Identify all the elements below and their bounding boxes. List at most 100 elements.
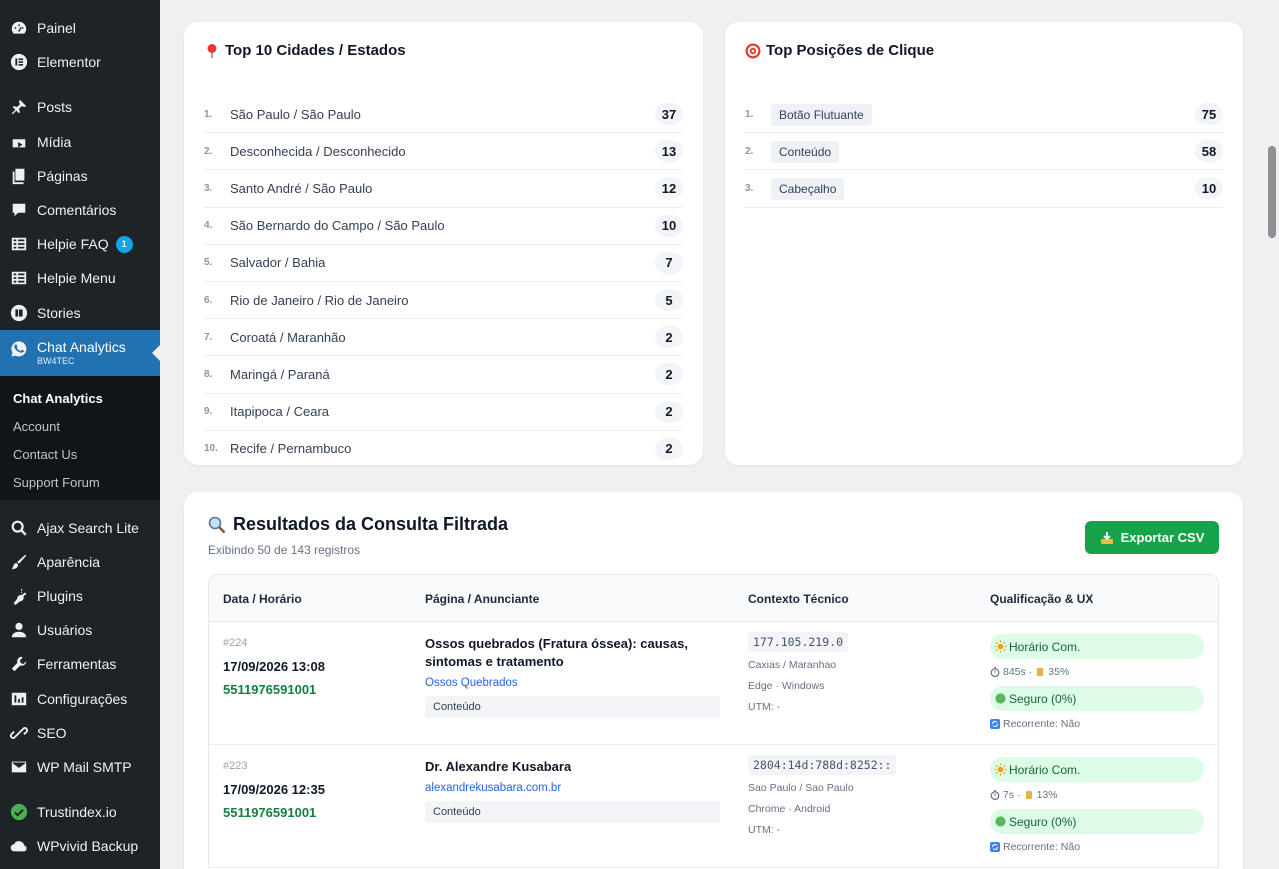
menu-item-usuarios[interactable]: Usuários — [0, 613, 160, 647]
position-tag: Cabeçalho — [771, 177, 845, 200]
column-header[interactable]: Página / Anunciante — [425, 592, 540, 606]
menu-item-ferramentas[interactable]: Ferramentas — [0, 647, 160, 681]
menu-item-painel[interactable]: Painel — [0, 11, 160, 45]
repeat-icon — [990, 842, 1000, 852]
menu-label: Helpie Menu — [37, 270, 116, 286]
menu-item-wp-mail-smtp[interactable]: WP Mail SMTP — [0, 750, 160, 784]
rank-number: 3. — [204, 182, 213, 194]
check-circle-icon — [9, 802, 29, 822]
city-label: Coroatá / Maranhão — [230, 329, 346, 345]
record-date: 17/09/2026 12:35 — [223, 782, 325, 797]
menu-item-elementor[interactable]: Elementor — [0, 45, 160, 79]
menu-icon — [9, 268, 29, 288]
position-tag: Conteúdo — [425, 801, 720, 823]
column-header[interactable]: Data / Horário — [223, 592, 302, 606]
menu-item-paginas[interactable]: Páginas — [0, 159, 160, 193]
menu-item-chat-analytics[interactable]: Chat Analytics BW4TEC — [0, 330, 160, 376]
menu-label: Usuários — [37, 622, 93, 638]
utm-text: UTM: - — [748, 701, 781, 713]
cities-list: 1. São Paulo / São Paulo 37 2. Desconhecida… — [204, 96, 683, 468]
menu-item-posts[interactable]: Posts — [0, 90, 160, 124]
table-header: Data / Horário Página / Anunciante Conte… — [209, 575, 1218, 622]
menu-item-plugins[interactable]: Plugins — [0, 579, 160, 613]
recurring-status: Recorrente: Não — [990, 718, 1204, 730]
seo-icon — [9, 723, 29, 743]
rank-number: 4. — [204, 220, 213, 232]
menu-label: WPvivid Backup — [37, 838, 139, 854]
menu-item-trustindex[interactable]: Trustindex.io — [0, 795, 160, 829]
count-badge: 5 — [655, 289, 683, 312]
settings-icon — [9, 689, 29, 709]
menu-item-helpie-faq[interactable]: Helpie FAQ 1 — [0, 227, 160, 261]
rank-number: 6. — [204, 294, 213, 306]
plugin-icon — [9, 586, 29, 606]
menu-item-wpvivid[interactable]: WPvivid Backup — [0, 829, 160, 863]
safety-badge: Seguro (0%) — [990, 809, 1204, 834]
menu-item-stories[interactable]: Stories — [0, 296, 160, 330]
menu-item-ajax-search[interactable]: Ajax Search Lite — [0, 511, 160, 545]
search-icon — [9, 518, 29, 538]
submenu: Chat Analytics Account Contact Us Suppor… — [0, 376, 160, 500]
page-link[interactable]: Ossos Quebrados — [425, 677, 518, 689]
target-icon — [745, 43, 761, 58]
menu-label: Mídia — [37, 134, 72, 150]
menu-label: Páginas — [37, 168, 88, 184]
list-item: 5. Salvador / Bahia 7 — [204, 245, 683, 282]
menu-item-midia[interactable]: Mídia — [0, 125, 160, 159]
stories-icon — [9, 303, 29, 323]
safety-badge: Seguro (0%) — [990, 686, 1204, 711]
list-item: 2. Desconhecida / Desconhecido 13 — [204, 133, 683, 171]
menu-item-seo[interactable]: SEO — [0, 716, 160, 750]
utm-text: UTM: - — [748, 824, 781, 836]
rank-number: 1. — [204, 108, 213, 120]
city-label: Itapipoca / Ceara — [230, 404, 330, 420]
city-label: Recife / Pernambuco — [230, 441, 352, 457]
city-label: Salvador / Bahia — [230, 255, 326, 271]
engagement-metrics: 845s · 35% — [990, 666, 1204, 678]
recurring-status: Recorrente: Não — [990, 841, 1204, 853]
scrollbar-thumb[interactable] — [1268, 146, 1276, 238]
position-tag: Conteúdo — [425, 696, 720, 718]
device-text: Edge · Windows — [748, 680, 825, 692]
column-header[interactable]: Contexto Técnico — [748, 592, 849, 606]
menu-label: Helpie FAQ — [37, 236, 109, 252]
sun-icon — [994, 763, 1007, 776]
page-scrollbar[interactable] — [1265, 0, 1279, 869]
count-badge: 13 — [655, 140, 683, 163]
comment-icon — [9, 200, 29, 220]
record-id: #224 — [223, 637, 248, 649]
export-csv-button[interactable]: Exportar CSV — [1085, 521, 1219, 554]
submenu-contact-us[interactable]: Contact Us — [13, 446, 78, 462]
mail-icon — [9, 757, 29, 777]
rank-number: 3. — [745, 182, 754, 194]
menu-item-helpie-menu[interactable]: Helpie Menu — [0, 261, 160, 295]
submenu-chat-analytics[interactable]: Chat Analytics — [13, 390, 103, 406]
menu-item-comentarios[interactable]: Comentários — [0, 193, 160, 227]
menu-item-configuracoes[interactable]: Configurações — [0, 682, 160, 716]
list-item: 3. Santo André / São Paulo 12 — [204, 170, 683, 208]
update-badge: 1 — [115, 235, 133, 253]
dashboard-icon — [9, 18, 29, 38]
green-dot-icon — [995, 816, 1006, 827]
menu-item-aparencia[interactable]: Aparência — [0, 545, 160, 579]
panel-title: Top 10 Cidades / Estados — [204, 42, 406, 59]
record-id: #223 — [223, 760, 248, 772]
scroll-icon — [1037, 668, 1044, 676]
green-dot-icon — [995, 693, 1006, 704]
panel-title: Top Posições de Clique — [745, 42, 934, 59]
repeat-icon — [990, 719, 1000, 729]
count-badge: 75 — [1195, 103, 1223, 126]
rank-number: 2. — [204, 145, 213, 157]
pages-icon — [9, 166, 29, 186]
count-badge: 7 — [655, 251, 683, 274]
position-tag: Botão Flutuante — [771, 103, 872, 126]
submenu-support-forum[interactable]: Support Forum — [13, 474, 100, 490]
count-badge: 2 — [655, 363, 683, 386]
submenu-account[interactable]: Account — [13, 418, 60, 434]
menu-label: Ferramentas — [37, 656, 117, 672]
page-link[interactable]: alexandrekusabara.com.br — [425, 782, 562, 794]
pin-icon — [9, 97, 29, 117]
column-header[interactable]: Qualificação & UX — [990, 592, 1094, 606]
engagement-metrics: 7s · 13% — [990, 789, 1204, 801]
menu-label: Trustindex.io — [37, 804, 117, 820]
